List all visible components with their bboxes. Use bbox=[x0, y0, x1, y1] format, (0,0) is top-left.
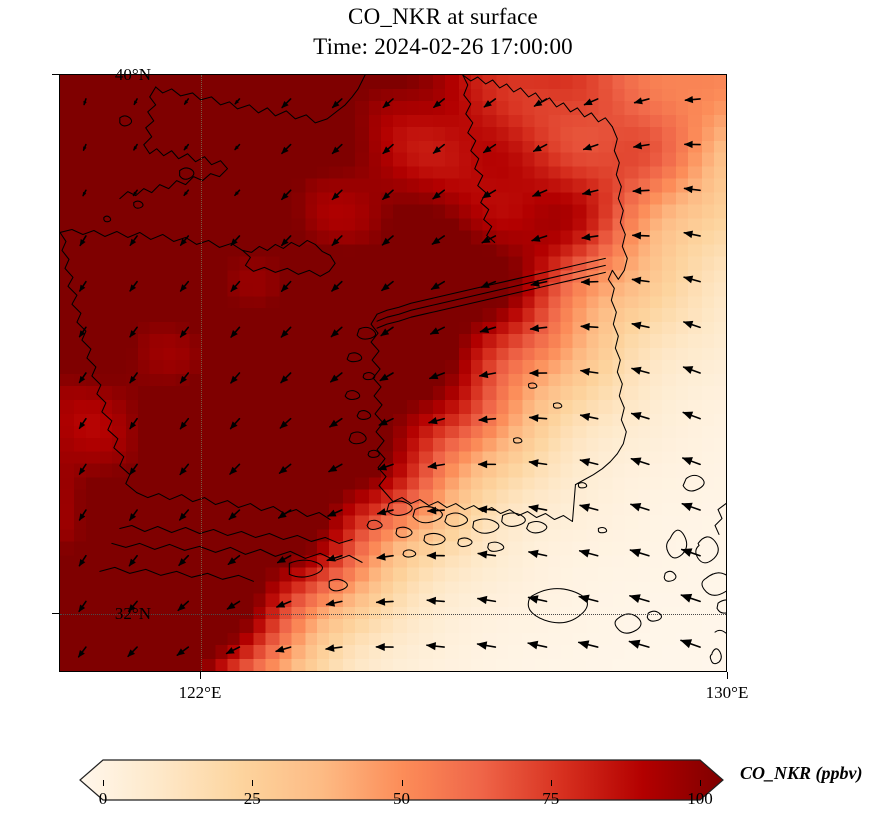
colorbar-tick-mark bbox=[252, 780, 254, 786]
title-time-line: Time: 2024-02-26 17:00:00 bbox=[313, 33, 573, 59]
colorbar-tick-label: 100 bbox=[687, 789, 713, 808]
ytick-mark-40n bbox=[52, 74, 59, 75]
ytick-mark-32n bbox=[52, 613, 59, 614]
figure-title: CO_NKR at surface Time: 2024-02-26 17:00… bbox=[0, 2, 886, 62]
colorbar-tick-label: 25 bbox=[243, 789, 261, 808]
ytick-label-40n: 40°N bbox=[114, 65, 151, 84]
colorbar-tick-mark bbox=[401, 780, 403, 786]
xtick-mark-122e bbox=[200, 672, 201, 679]
colorbar[interactable]: CO_NKR (ppbv) 0 25 50 75 100 bbox=[0, 757, 886, 839]
xtick-label-122e: 122°E bbox=[178, 683, 222, 702]
concentration-heatmap bbox=[60, 75, 726, 671]
gridline-122e bbox=[201, 75, 202, 671]
colorbar-tick-mark bbox=[550, 780, 552, 786]
map-plot-area[interactable] bbox=[59, 74, 727, 672]
ytick-label-32n: 32°N bbox=[114, 604, 151, 623]
colorbar-tick-label: 0 bbox=[98, 789, 108, 808]
xtick-mark-130e bbox=[727, 672, 728, 679]
title-variable-line: CO_NKR at surface bbox=[348, 4, 538, 29]
gridline-32n bbox=[60, 614, 726, 615]
xtick-label-130e: 130°E bbox=[705, 683, 749, 702]
colorbar-tick-mark bbox=[103, 780, 104, 786]
colorbar-tick-label: 75 bbox=[542, 789, 560, 808]
colorbar-tick-mark bbox=[700, 780, 701, 786]
colorbar-tick-label: 50 bbox=[393, 789, 410, 808]
colorbar-axis-label: CO_NKR (ppbv) bbox=[740, 763, 863, 783]
